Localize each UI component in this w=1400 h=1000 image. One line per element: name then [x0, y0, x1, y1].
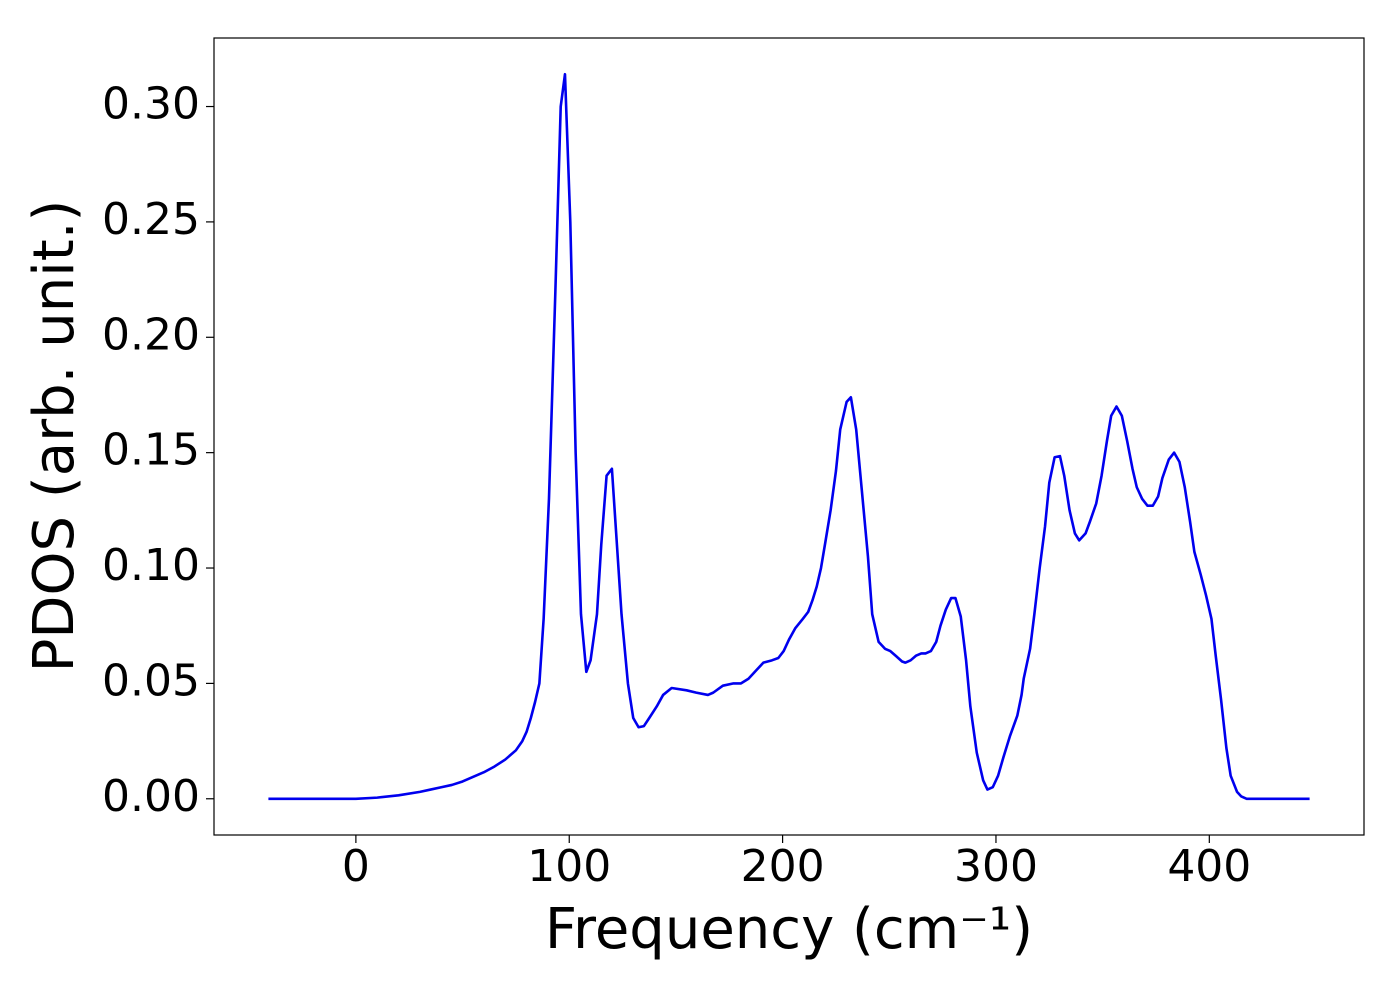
y-tick-label: 0.00 [102, 771, 200, 822]
y-tick-label: 0.25 [102, 194, 200, 245]
x-tick-label: 300 [954, 841, 1038, 892]
y-tick-label: 0.15 [102, 425, 200, 476]
y-tick-label: 0.10 [102, 540, 200, 591]
x-axis-label: Frequency (cm⁻¹) [545, 897, 1033, 962]
pdos-line [268, 72, 1310, 801]
y-tick-label: 0.05 [102, 655, 200, 706]
x-tick-label: 0 [342, 841, 370, 892]
y-axis-label: PDOS (arb. unit.) [22, 200, 87, 673]
plot-frame [213, 37, 1365, 836]
y-tick-label: 0.30 [102, 79, 200, 130]
y-tick-label: 0.20 [102, 309, 200, 360]
x-tick-label: 400 [1167, 841, 1251, 892]
x-tick-label: 200 [741, 841, 825, 892]
x-tick-label: 100 [527, 841, 611, 892]
